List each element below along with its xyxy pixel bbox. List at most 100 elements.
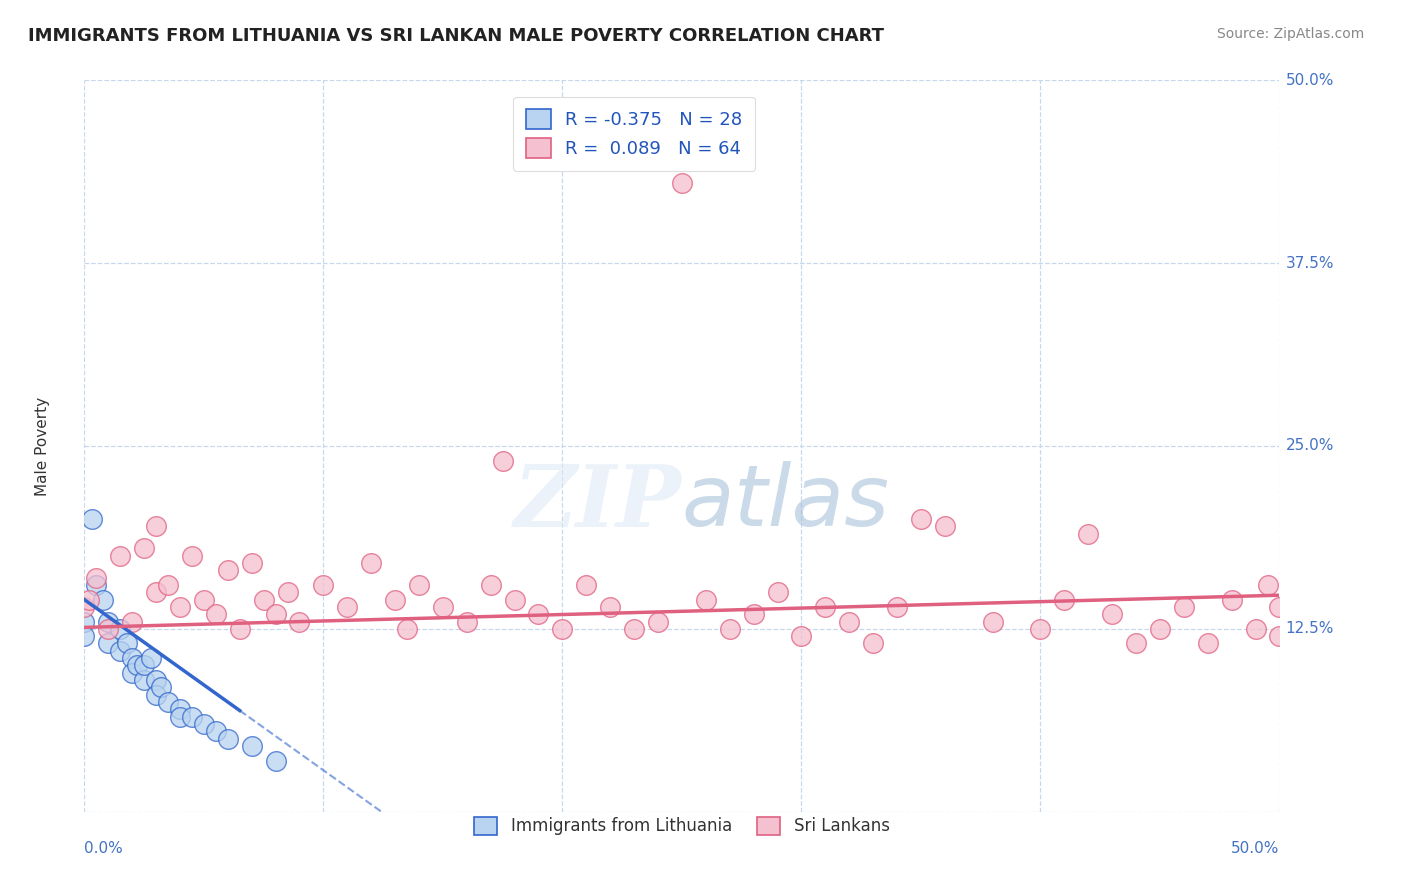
Point: [575, 578, 598, 592]
Point: [671, 176, 693, 190]
Point: [125, 658, 148, 673]
Point: [97, 636, 120, 650]
Point: [838, 615, 860, 629]
Point: [121, 665, 143, 680]
Point: [145, 688, 167, 702]
Point: [110, 549, 132, 563]
Point: [264, 607, 287, 622]
Point: [73, 599, 96, 614]
Text: 50.0%: 50.0%: [1285, 73, 1334, 87]
Text: 25.0%: 25.0%: [1285, 439, 1334, 453]
Point: [312, 578, 335, 592]
Point: [886, 599, 908, 614]
Point: [264, 754, 287, 768]
Point: [86, 578, 108, 592]
Point: [1077, 526, 1099, 541]
Point: [527, 607, 550, 622]
Point: [77, 592, 100, 607]
Point: [121, 615, 143, 629]
Text: 0.0%: 0.0%: [84, 841, 124, 856]
Point: [695, 592, 717, 607]
Point: [432, 599, 454, 614]
Point: [718, 622, 741, 636]
Point: [169, 709, 191, 723]
Point: [132, 673, 156, 687]
Point: [1029, 622, 1052, 636]
Point: [253, 592, 276, 607]
Point: [240, 556, 263, 570]
Point: [503, 592, 526, 607]
Point: [1257, 578, 1279, 592]
Point: [1053, 592, 1076, 607]
Point: [1149, 622, 1171, 636]
Point: [479, 578, 502, 592]
Point: [149, 681, 172, 695]
Point: [145, 673, 167, 687]
Point: [169, 702, 191, 716]
Point: [492, 453, 515, 467]
Point: [360, 556, 382, 570]
Point: [86, 571, 108, 585]
Point: [384, 592, 406, 607]
Point: [181, 709, 204, 723]
Point: [145, 585, 167, 599]
Point: [1268, 629, 1291, 643]
Point: [1173, 599, 1195, 614]
Point: [981, 615, 1004, 629]
Point: [1268, 599, 1291, 614]
Point: [1125, 636, 1147, 650]
Point: [910, 512, 932, 526]
Point: [132, 658, 156, 673]
Point: [336, 599, 359, 614]
Point: [93, 592, 115, 607]
Point: [141, 651, 163, 665]
Point: [456, 615, 478, 629]
Point: [110, 622, 132, 636]
Point: [599, 599, 621, 614]
Point: [157, 695, 180, 709]
Point: [1197, 636, 1219, 650]
Text: 12.5%: 12.5%: [1285, 622, 1334, 636]
Point: [1244, 622, 1267, 636]
Text: 37.5%: 37.5%: [1285, 256, 1334, 270]
Point: [814, 599, 837, 614]
Point: [623, 622, 645, 636]
Point: [157, 578, 180, 592]
Point: [1101, 607, 1123, 622]
Point: [145, 519, 167, 533]
Point: [97, 615, 120, 629]
Point: [240, 739, 263, 753]
Point: [73, 629, 96, 643]
Point: [862, 636, 884, 650]
Text: ZIP: ZIP: [515, 460, 682, 544]
Point: [97, 622, 120, 636]
Point: [790, 629, 813, 643]
Point: [205, 607, 228, 622]
Point: [551, 622, 574, 636]
Text: atlas: atlas: [682, 460, 890, 543]
Text: IMMIGRANTS FROM LITHUANIA VS SRI LANKAN MALE POVERTY CORRELATION CHART: IMMIGRANTS FROM LITHUANIA VS SRI LANKAN …: [28, 27, 884, 45]
Point: [205, 724, 228, 739]
Point: [193, 717, 215, 731]
Point: [934, 519, 956, 533]
Point: [277, 585, 299, 599]
Point: [288, 615, 311, 629]
Point: [396, 622, 419, 636]
Point: [73, 615, 96, 629]
Point: [80, 512, 103, 526]
Point: [229, 622, 252, 636]
Text: 50.0%: 50.0%: [1232, 841, 1279, 856]
Point: [110, 644, 132, 658]
Point: [121, 651, 143, 665]
Point: [117, 636, 139, 650]
Point: [132, 541, 156, 556]
Text: Source: ZipAtlas.com: Source: ZipAtlas.com: [1216, 27, 1364, 41]
Point: [169, 599, 191, 614]
Point: [408, 578, 430, 592]
Point: [181, 549, 204, 563]
Text: Male Poverty: Male Poverty: [35, 396, 51, 496]
Point: [766, 585, 789, 599]
Legend: Immigrants from Lithuania, Sri Lankans: Immigrants from Lithuania, Sri Lankans: [465, 808, 898, 844]
Point: [1220, 592, 1243, 607]
Point: [217, 563, 239, 577]
